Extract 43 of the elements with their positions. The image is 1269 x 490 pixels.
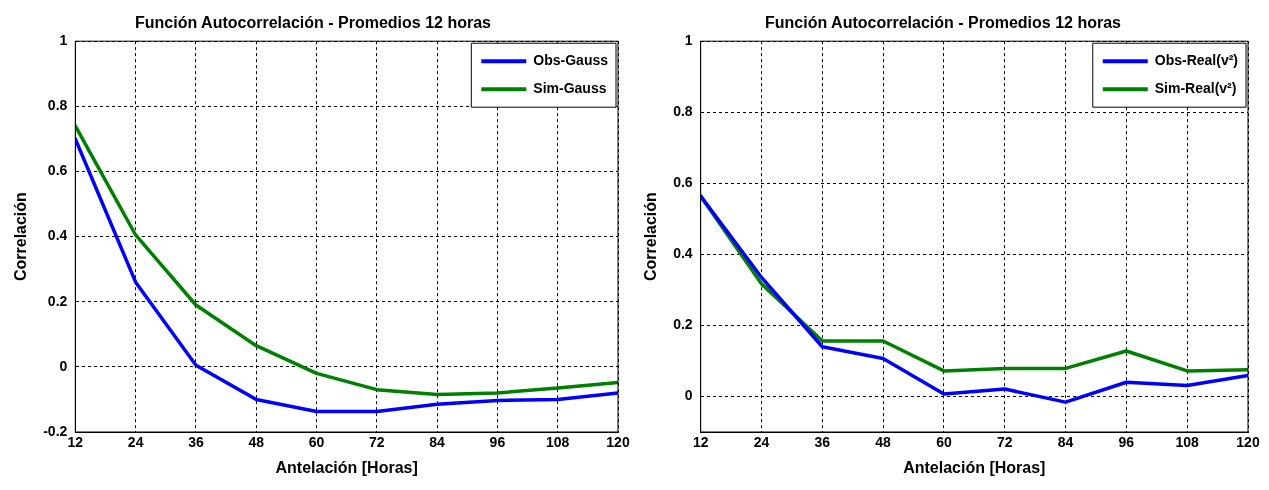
y-tick-label: 0.6	[47, 162, 68, 179]
y-tick-label: 0	[59, 357, 68, 374]
x-tick-label: 24	[127, 434, 144, 451]
x-tick-label: 120	[1236, 434, 1260, 451]
x-tick-label: 108	[1175, 434, 1200, 451]
x-tick-label: 84	[1057, 434, 1074, 451]
y-tick-label: 0.4	[47, 227, 68, 244]
x-tick-label: 96	[489, 434, 506, 451]
legend-label: Obs-Real(v²)	[1154, 52, 1238, 69]
x-tick-label: 96	[1118, 434, 1135, 451]
y-tick-label: 0	[684, 387, 693, 404]
x-tick-label: 12	[67, 434, 84, 451]
y-tick-label: 0.2	[673, 316, 693, 333]
x-axis-title: Antelación [Horas]	[275, 458, 418, 476]
x-tick-label: 120	[606, 434, 630, 451]
y-tick-label: 1	[684, 32, 693, 49]
y-tick-label: 0.6	[673, 174, 693, 191]
x-tick-label: 48	[248, 434, 265, 451]
y-tick-label: 0.8	[47, 97, 68, 114]
x-tick-label: 72	[996, 434, 1013, 451]
x-tick-label: 84	[429, 434, 446, 451]
legend-label: Obs-Gauss	[533, 52, 609, 69]
y-tick-label: 0.8	[673, 103, 693, 120]
x-tick-label: 72	[369, 434, 385, 451]
y-axis-title: Correlación	[12, 192, 30, 282]
y-axis-title: Correlación	[642, 192, 660, 282]
chart-title: Función Autocorrelación - Promedios 12 horas	[765, 14, 1122, 32]
y-tick-label: 0.4	[673, 245, 693, 262]
y-tick-label: -0.2	[43, 422, 68, 439]
y-tick-label: 0.2	[47, 292, 68, 309]
x-tick-label: 36	[814, 434, 831, 451]
chart-title: Función Autocorrelación - Promedios 12 horas	[135, 14, 492, 32]
x-tick-label: 48	[875, 434, 892, 451]
x-axis-title: Antelación [Horas]	[903, 458, 1046, 476]
x-tick-label: 60	[936, 434, 952, 451]
x-tick-label: 60	[308, 434, 325, 451]
x-tick-label: 24	[753, 434, 770, 451]
legend-label: Sim-Gauss	[533, 80, 607, 97]
x-tick-label: 12	[692, 434, 709, 451]
x-tick-label: 36	[188, 434, 204, 451]
y-tick-label: 1	[59, 32, 68, 49]
x-tick-label: 108	[546, 434, 570, 451]
legend-label: Sim-Real(v²)	[1154, 80, 1237, 97]
